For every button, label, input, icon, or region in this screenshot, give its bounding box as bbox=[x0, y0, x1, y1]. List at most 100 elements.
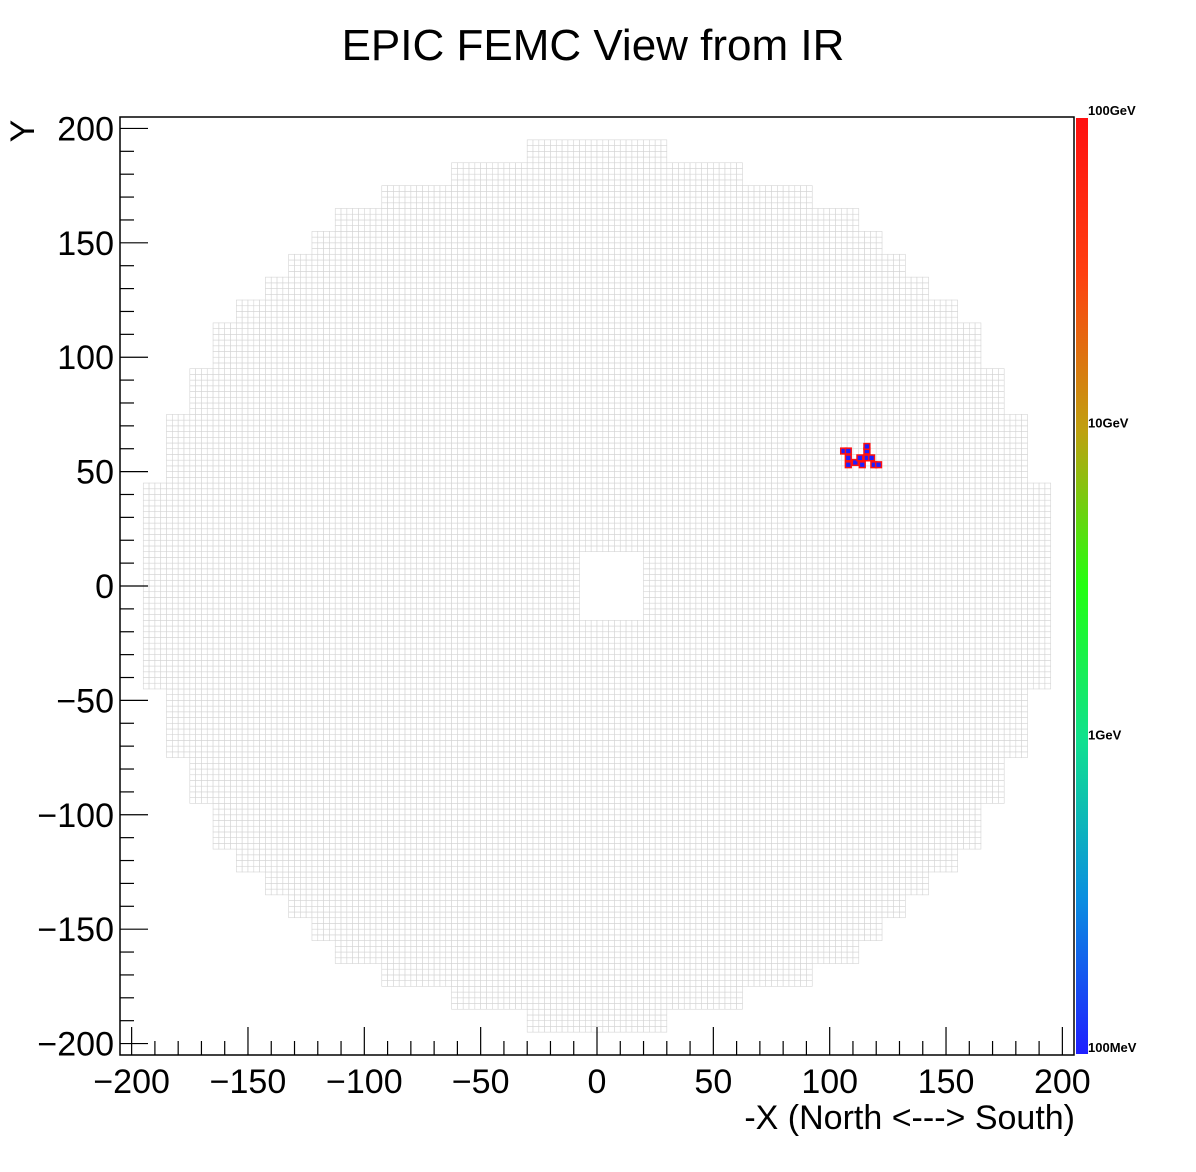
detector-cell bbox=[579, 831, 586, 838]
detector-cell bbox=[643, 837, 650, 844]
detector-cell bbox=[294, 888, 301, 896]
detector-cell bbox=[747, 911, 755, 919]
detector-cell bbox=[689, 877, 697, 884]
detector-cell bbox=[236, 768, 243, 776]
detector-cell bbox=[393, 940, 400, 947]
detector-cell bbox=[928, 848, 935, 856]
detector-cell bbox=[713, 940, 720, 947]
detector-cell bbox=[567, 980, 575, 987]
detector-cell bbox=[835, 940, 842, 947]
detector-cell bbox=[515, 854, 522, 861]
detector-cell bbox=[404, 825, 412, 833]
detector-cell bbox=[654, 928, 662, 936]
detector-cell bbox=[899, 883, 906, 890]
detector-cell bbox=[724, 974, 732, 981]
detector-cell bbox=[893, 860, 900, 867]
detector-cell bbox=[643, 951, 650, 959]
detector-cell bbox=[236, 774, 243, 781]
detector-cell bbox=[939, 814, 947, 821]
detector-cell bbox=[689, 946, 697, 953]
detector-cell bbox=[509, 974, 516, 981]
detector-cell bbox=[864, 883, 871, 890]
detector-cell bbox=[875, 820, 883, 827]
detector-cell bbox=[619, 946, 627, 953]
detector-cell bbox=[573, 940, 580, 947]
detector-cell bbox=[457, 757, 464, 764]
detector-cell bbox=[538, 774, 545, 781]
detector-cell bbox=[381, 860, 388, 867]
detector-cell bbox=[951, 865, 958, 873]
detector-cell bbox=[800, 768, 807, 776]
detector-cell bbox=[800, 774, 807, 781]
detector-cell bbox=[829, 860, 836, 867]
detector-cell bbox=[462, 825, 470, 833]
detector-cell bbox=[503, 997, 511, 1004]
detector-cell bbox=[683, 963, 691, 970]
detector-cell bbox=[875, 928, 883, 936]
detector-cell bbox=[555, 934, 563, 941]
detector-cell bbox=[579, 957, 586, 964]
detector-cell bbox=[759, 888, 766, 896]
detector-cell bbox=[457, 951, 464, 959]
detector-cell bbox=[683, 997, 691, 1004]
detector-cell bbox=[346, 803, 353, 810]
detector-cell bbox=[509, 900, 516, 907]
detector-cell bbox=[550, 763, 557, 770]
detector-cell bbox=[701, 825, 708, 833]
detector-cell bbox=[346, 860, 353, 867]
detector-cell bbox=[701, 751, 708, 758]
detector-cell bbox=[334, 865, 342, 873]
detector-cell bbox=[305, 808, 313, 816]
detector-cell bbox=[282, 883, 289, 890]
detector-cell bbox=[497, 780, 505, 787]
detector-cell bbox=[689, 803, 697, 810]
detector-cell bbox=[218, 825, 226, 833]
detector-cell bbox=[614, 963, 621, 970]
detector-cell bbox=[852, 911, 860, 919]
detector-cell bbox=[398, 963, 406, 970]
detector-cell bbox=[782, 843, 790, 850]
detector-cell bbox=[555, 923, 563, 930]
detector-cell bbox=[683, 877, 691, 884]
detector-cell bbox=[567, 900, 575, 907]
detector-cell bbox=[782, 951, 790, 959]
detector-cell bbox=[526, 986, 534, 993]
detector-cell bbox=[526, 751, 534, 758]
detector-cell bbox=[718, 803, 726, 810]
detector-cell bbox=[945, 791, 953, 798]
detector-cell bbox=[259, 785, 266, 793]
detector-cell bbox=[817, 871, 825, 878]
detector-cell bbox=[416, 768, 423, 776]
detector-cell bbox=[457, 865, 464, 873]
detector-cell bbox=[823, 837, 830, 844]
detector-cell bbox=[986, 757, 993, 764]
detector-cell bbox=[829, 928, 836, 936]
detector-cell bbox=[788, 808, 796, 816]
detector-cell bbox=[491, 831, 499, 838]
detector-cell bbox=[265, 757, 272, 764]
detector-cell bbox=[852, 888, 860, 896]
detector-cell bbox=[922, 808, 929, 816]
detector-cell bbox=[230, 820, 237, 827]
detector-cell bbox=[387, 791, 394, 798]
detector-cell bbox=[352, 803, 359, 810]
detector-cell bbox=[602, 1014, 609, 1021]
detector-cell bbox=[579, 871, 586, 878]
detector-cell bbox=[509, 968, 516, 976]
detector-cell bbox=[870, 825, 877, 833]
detector-cell bbox=[585, 837, 592, 844]
detector-cell bbox=[841, 820, 848, 827]
detector-cell bbox=[905, 757, 912, 764]
detector-cell bbox=[649, 968, 656, 976]
detector-cell bbox=[305, 911, 313, 919]
detector-cell bbox=[782, 974, 790, 981]
detector-cell bbox=[887, 757, 894, 764]
detector-cell bbox=[841, 854, 848, 861]
detector-cell bbox=[631, 888, 639, 896]
detector-cell bbox=[660, 854, 668, 861]
detector-cell bbox=[457, 928, 464, 936]
detector-cell bbox=[701, 963, 708, 970]
detector-cell bbox=[340, 900, 348, 907]
detector-cell bbox=[311, 785, 319, 793]
detector-cell bbox=[619, 797, 627, 804]
